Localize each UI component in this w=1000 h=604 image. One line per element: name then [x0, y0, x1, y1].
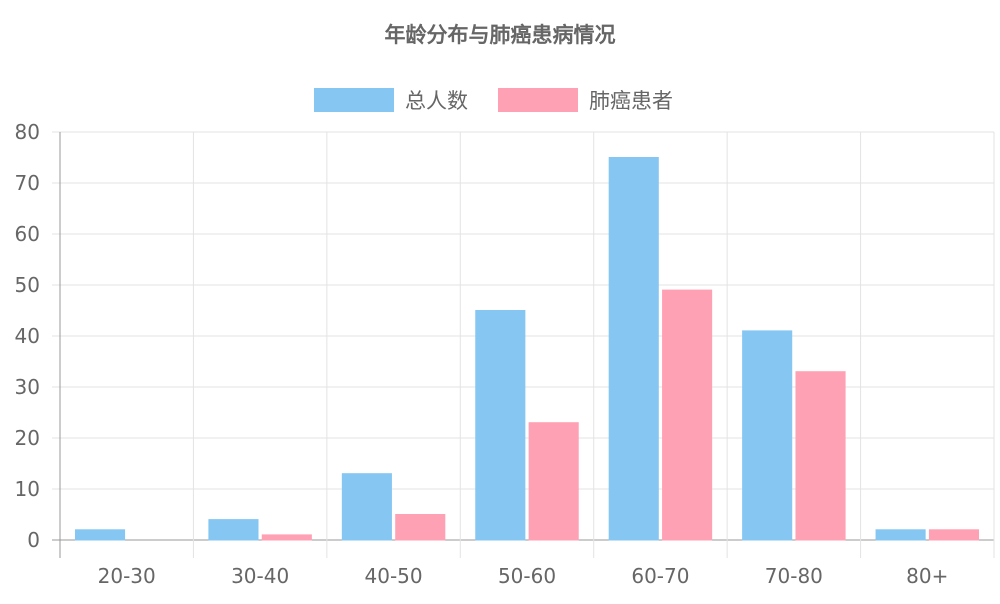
bar-patients-50-60[interactable]: [528, 422, 579, 541]
bar-total-50-60[interactable]: [475, 310, 526, 541]
bar-total-40-50[interactable]: [341, 473, 392, 541]
bar-patients-30-40[interactable]: [261, 534, 312, 541]
bar-total-60-70[interactable]: [608, 157, 659, 541]
y-tick-label: 20: [15, 426, 40, 450]
legend-label-total: 总人数: [405, 89, 468, 113]
bar-total-70-80[interactable]: [742, 330, 793, 541]
y-tick-label: 0: [27, 528, 40, 552]
y-tick-label: 80: [15, 120, 40, 144]
legend: 总人数 肺癌患者: [314, 88, 673, 113]
x-tick-label: 40-50: [365, 564, 423, 588]
bar-patients-40-50[interactable]: [395, 514, 446, 541]
bar-patients-70-80[interactable]: [795, 371, 846, 541]
legend-item-patients[interactable]: 肺癌患者: [498, 88, 673, 113]
y-tick-label: 30: [15, 375, 40, 399]
legend-item-total[interactable]: 总人数: [314, 88, 468, 113]
x-tick-label: 80+: [906, 564, 948, 588]
x-tick-label: 70-80: [765, 564, 823, 588]
x-tick-label: 60-70: [631, 564, 689, 588]
bars-layer: [74, 157, 980, 541]
x-tick-label: 30-40: [231, 564, 289, 588]
bar-total-20-30[interactable]: [74, 529, 126, 541]
y-tick-label: 70: [15, 171, 40, 195]
y-tick-label: 40: [15, 324, 40, 348]
bar-patients-60-70[interactable]: [662, 289, 713, 541]
x-tick-label: 20-30: [98, 564, 156, 588]
legend-label-patients: 肺癌患者: [589, 89, 673, 113]
chart-title: 年龄分布与肺癌患病情况: [385, 23, 616, 47]
bar-total-30-40[interactable]: [208, 519, 259, 541]
y-tick-label: 10: [15, 477, 40, 501]
bar-total-80+[interactable]: [875, 529, 926, 541]
y-tick-label: 60: [15, 222, 40, 246]
legend-swatch-patients: [498, 88, 578, 112]
bar-patients-80+[interactable]: [928, 529, 980, 541]
y-tick-label: 50: [15, 273, 40, 297]
axis-layer: 0 10 20 30 40 50 60 70 80 20-30 30-40 40-50 50-60 60-…: [15, 120, 949, 588]
x-tick-label: 50-60: [498, 564, 556, 588]
legend-swatch-total: [314, 88, 394, 112]
